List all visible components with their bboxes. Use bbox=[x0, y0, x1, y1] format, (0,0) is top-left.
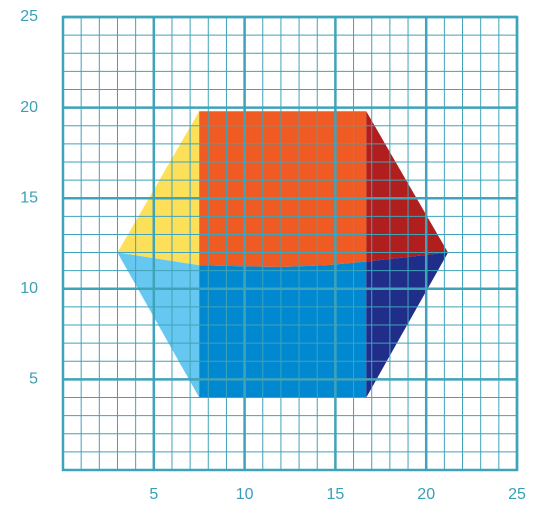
y-tick-label: 15 bbox=[20, 189, 38, 206]
region bbox=[366, 111, 448, 262]
y-tick-label: 10 bbox=[20, 280, 38, 297]
region bbox=[117, 111, 200, 266]
region bbox=[199, 111, 367, 268]
region bbox=[199, 261, 367, 398]
x-tick-label: 25 bbox=[508, 486, 526, 503]
y-tick-label: 5 bbox=[29, 371, 38, 388]
x-tick-label: 10 bbox=[236, 486, 254, 503]
plot-border bbox=[61, 15, 519, 472]
x-tick-label: 5 bbox=[149, 486, 158, 503]
y-tick-label: 20 bbox=[20, 99, 38, 116]
x-tick-label: 20 bbox=[417, 486, 435, 503]
x-tick-label: 15 bbox=[327, 486, 345, 503]
y-tick-label: 25 bbox=[20, 8, 38, 25]
